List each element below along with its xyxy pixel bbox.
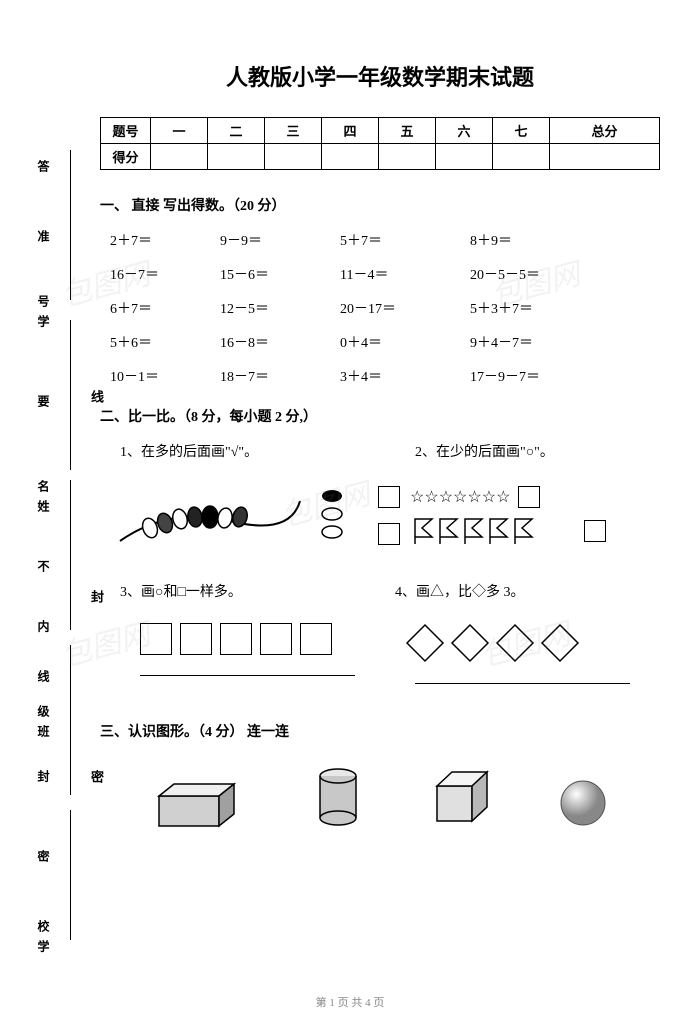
- square-icon: [260, 623, 292, 655]
- score-table: 题号 一 二 三 四 五 六 七 总分 得分: [100, 117, 660, 170]
- score-label: 得分: [101, 144, 151, 170]
- margin-label: 校: [35, 920, 52, 932]
- margin-label: 不: [35, 560, 52, 572]
- table-score-row: 得分: [101, 144, 660, 170]
- th: 一: [151, 118, 208, 144]
- expr: 5＋7＝: [340, 230, 470, 250]
- expr: 5＋3＋7＝: [470, 298, 610, 318]
- answer-box: [584, 520, 606, 542]
- margin-label: 级: [35, 705, 52, 717]
- expr: 9＋4－7＝: [470, 332, 610, 352]
- beads-icon: [110, 486, 310, 546]
- expr: 17－9－7＝: [470, 366, 610, 386]
- diamonds-row: [385, 623, 660, 663]
- margin-label: 班: [35, 725, 52, 737]
- sphere-icon: [556, 776, 611, 831]
- margin-label: 准: [35, 230, 52, 242]
- answer-box: [378, 523, 400, 545]
- section-2-header: 二、比一比。（8 分，每小题 2 分,）: [100, 406, 660, 426]
- shapes-3d-row: [100, 756, 660, 841]
- square-icon: [180, 623, 212, 655]
- th: 总分: [550, 118, 660, 144]
- expr: 0＋4＝: [340, 332, 470, 352]
- section-1-header: 一、 直接 写出得数。（20 分）: [100, 195, 660, 215]
- answer-line: [415, 683, 630, 684]
- expr: 8＋9＝: [470, 230, 610, 250]
- table-header-row: 题号 一 二 三 四 五 六 七 总分: [101, 118, 660, 144]
- margin-label: 密: [35, 850, 52, 862]
- th: 五: [379, 118, 436, 144]
- q2-1: 1、在多的后面画"√"。: [110, 441, 365, 461]
- flags-icon: [410, 516, 560, 546]
- margin-label: 内: [35, 620, 52, 632]
- expr: 16－7＝: [110, 264, 220, 284]
- expr: 20－17＝: [340, 298, 470, 318]
- q2-3: 3、画○和□一样多。: [110, 581, 385, 601]
- expr: 16－8＝: [220, 332, 340, 352]
- margin-label: 学: [35, 940, 52, 952]
- cylinder-icon: [308, 766, 368, 831]
- margin-label: 线: [35, 670, 52, 682]
- th: 七: [493, 118, 550, 144]
- ovals-icon: [320, 486, 360, 561]
- binding-margin: 答 准 号 学 要 名 姓 不 内 线 级 班 封 密 校 学 线 封 密: [25, 150, 80, 950]
- margin-label: 姓: [35, 500, 52, 512]
- expr: 20－5－5＝: [470, 264, 610, 284]
- exam-title: 人教版小学一年级数学期末试题: [100, 60, 660, 92]
- expr: 5＋6＝: [110, 332, 220, 352]
- margin-label: 要: [35, 395, 52, 407]
- q2-4: 4、画△，比◇多 3。: [385, 581, 660, 601]
- expr: 9－9＝: [220, 230, 340, 250]
- expr: 10－1＝: [110, 366, 220, 386]
- answer-box: [518, 486, 540, 508]
- th: 二: [208, 118, 265, 144]
- squares-row: [110, 623, 385, 655]
- expr: 6＋7＝: [110, 298, 220, 318]
- th: 六: [436, 118, 493, 144]
- stars-row: ☆☆☆☆☆☆☆: [410, 486, 660, 508]
- flags-row: [410, 516, 660, 546]
- th: 题号: [101, 118, 151, 144]
- answer-line: [140, 675, 355, 676]
- expr: 2＋7＝: [110, 230, 220, 250]
- section-3-header: 三、认识图形。（4 分） 连一连: [100, 721, 660, 741]
- expr: 3＋4＝: [340, 366, 470, 386]
- expr: 18－7＝: [220, 366, 340, 386]
- margin-label: 号: [35, 295, 52, 307]
- expr: 12－5＝: [220, 298, 340, 318]
- margin-label: 答: [35, 160, 52, 172]
- th: 三: [265, 118, 322, 144]
- margin-label: 名: [35, 480, 52, 492]
- expr: 11－4＝: [340, 264, 470, 284]
- cube-icon: [427, 766, 497, 831]
- expr: 15－6＝: [220, 264, 340, 284]
- margin-label: 学: [35, 315, 52, 327]
- square-icon: [300, 623, 332, 655]
- square-icon: [140, 623, 172, 655]
- margin-label: 封: [35, 770, 52, 782]
- square-icon: [220, 623, 252, 655]
- answer-box: [378, 486, 400, 508]
- page-footer: 第 1 页 共 4 页: [0, 994, 700, 1010]
- q2-visual: ☆☆☆☆☆☆☆: [100, 486, 660, 561]
- diamonds-icon: [405, 623, 625, 663]
- cuboid-icon: [149, 776, 249, 831]
- star-icon: ☆☆☆☆☆☆☆: [410, 487, 510, 507]
- page-content: 人教版小学一年级数学期末试题 题号 一 二 三 四 五 六 七 总分 得分 一、…: [100, 60, 660, 841]
- th: 四: [322, 118, 379, 144]
- arithmetic-grid: 2＋7＝9－9＝5＋7＝8＋9＝ 16－7＝15－6＝11－4＝20－5－5＝ …: [100, 230, 660, 386]
- q2-2: 2、在少的后面画"○"。: [405, 441, 660, 461]
